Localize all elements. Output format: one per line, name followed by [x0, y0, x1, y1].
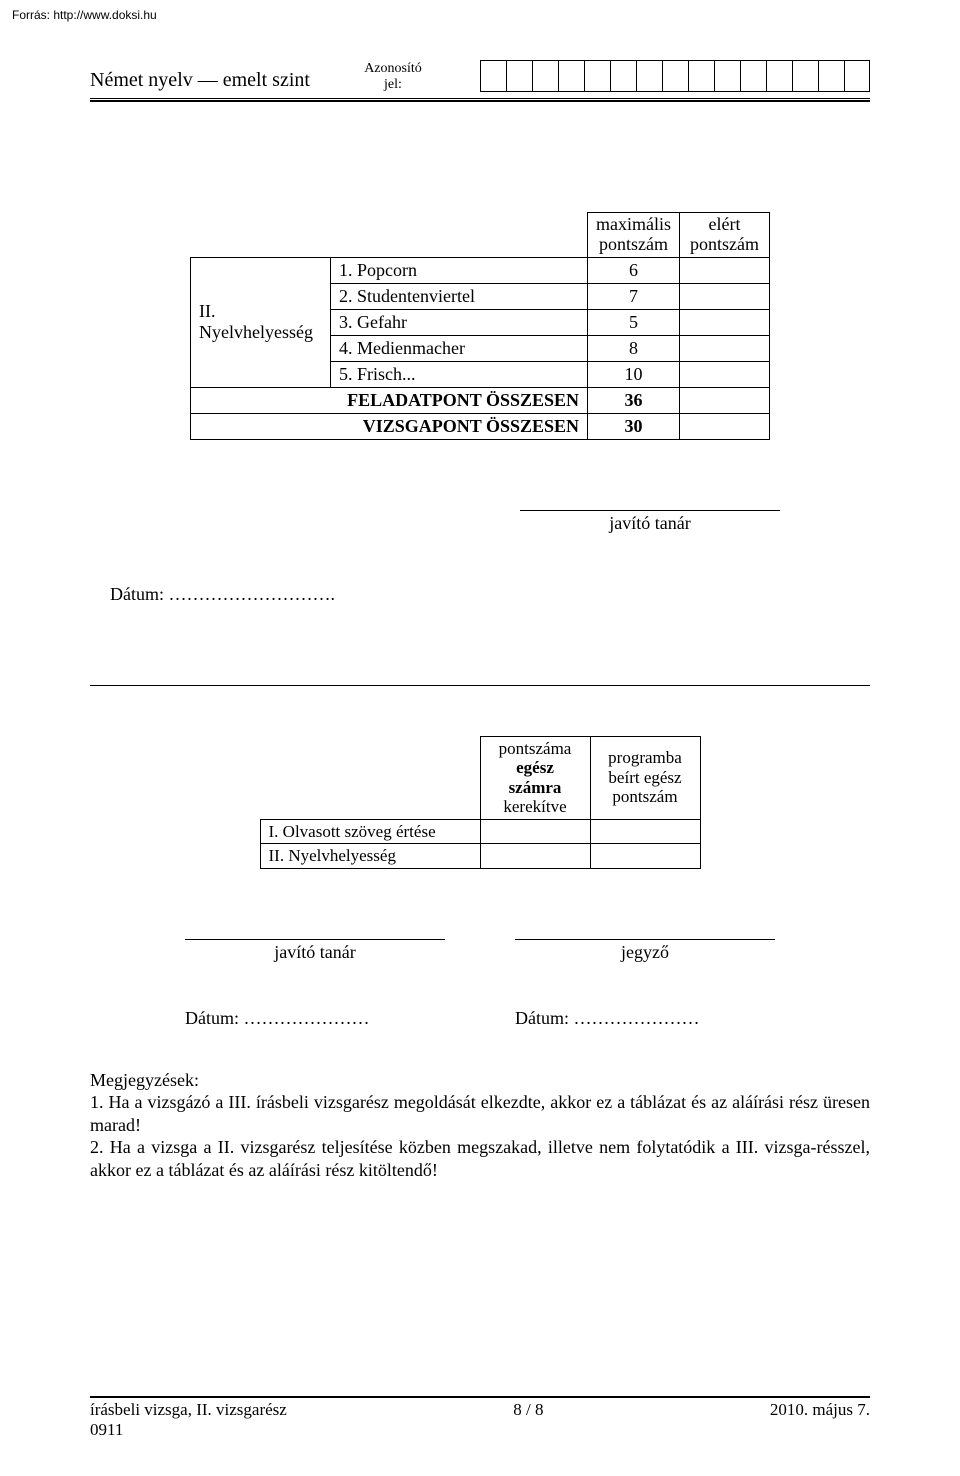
notes-line-2: 2. Ha a vizsga a II. vizsgarész teljesít… [90, 1136, 870, 1181]
task-label: 4. Medienmacher [331, 335, 588, 361]
mini-table: pontszáma egész számra kerekítve program… [260, 736, 701, 869]
task-label: 3. Gefahr [331, 309, 588, 335]
mini-row1-val1 [480, 819, 590, 844]
date-dots: ……………………… [169, 584, 331, 604]
footer-center: 8 / 8 [287, 1400, 770, 1440]
head-got-l1: elért [709, 214, 741, 234]
task-max: 6 [588, 257, 680, 283]
score-table: maximális pontszám elért pontszám II. Ny… [190, 212, 770, 440]
id-box [714, 60, 740, 92]
mini-c2-l3: pontszám [612, 787, 677, 806]
page-header: Német nyelv — emelt szint Azonosító jel: [90, 60, 870, 96]
task-got [680, 283, 770, 309]
mini-c2-l1: programba [608, 748, 682, 767]
task-label: 5. Frisch... [331, 361, 588, 387]
task-got [680, 257, 770, 283]
corrector-signature-line-2: javító tanár [185, 939, 445, 963]
mini-c1-l1: pontszáma [499, 739, 572, 758]
id-box [558, 60, 584, 92]
mini-row2-label: II. Nyelvhelyesség [260, 844, 480, 869]
task-label: 1. Popcorn [331, 257, 588, 283]
total2-label: VIZSGAPONT ÖSSZESEN [191, 413, 588, 439]
footer-left-l1: írásbeli vizsga, II. vizsgarész [90, 1400, 287, 1419]
total1-got [680, 387, 770, 413]
mini-c1-l4: kerekítve [503, 797, 566, 816]
id-box [506, 60, 532, 92]
id-box [584, 60, 610, 92]
id-box [688, 60, 714, 92]
corrector-signature-line: javító tanár [520, 510, 780, 534]
id-label-line1: Azonosító [364, 61, 422, 76]
mini-row1-label: I. Olvasott szöveg értése [260, 819, 480, 844]
date-row-2: Dátum: ………………… Dátum: ………………… [90, 1008, 870, 1029]
page-content: Német nyelv — emelt szint Azonosító jel:… [0, 0, 960, 1181]
head-max-l2: pontszám [599, 234, 668, 254]
head-max-l1: maximális [596, 214, 671, 234]
header-rule [90, 98, 870, 102]
id-box [766, 60, 792, 92]
id-box [662, 60, 688, 92]
mini-head-col1: pontszáma egész számra kerekítve [480, 736, 590, 819]
source-url: Forrás: http://www.doksi.hu [12, 8, 157, 22]
mini-row1-val2 [590, 819, 700, 844]
head-got-l2: pontszám [690, 234, 759, 254]
task-label: 2. Studentenviertel [331, 283, 588, 309]
id-box [480, 60, 506, 92]
notes-title: Megjegyzések: [90, 1069, 870, 1092]
score-head-got: elért pontszám [680, 213, 770, 258]
notes-line-1: 1. Ha a vizsgázó a III. írásbeli vizsgar… [90, 1091, 870, 1136]
date-line-1: Dátum: ………………………. [110, 584, 870, 605]
total1-value: 36 [588, 387, 680, 413]
task-max: 8 [588, 335, 680, 361]
id-box [636, 60, 662, 92]
footer-rule [90, 1396, 870, 1398]
mini-c1-l2: egész [516, 758, 554, 777]
mini-c2-l2: beírt egész [608, 768, 681, 787]
registrar-signature-line: jegyző [515, 939, 775, 963]
date-label: Dátum: [110, 584, 169, 604]
task-got [680, 335, 770, 361]
footer-left-l2: 0911 [90, 1420, 123, 1439]
score-head-max: maximális pontszám [588, 213, 680, 258]
mini-row2-val1 [480, 844, 590, 869]
task-got [680, 309, 770, 335]
mini-row2-val2 [590, 844, 700, 869]
page-footer: írásbeli vizsga, II. vizsgarész 0911 8 /… [90, 1396, 870, 1440]
id-box [740, 60, 766, 92]
id-box [610, 60, 636, 92]
id-box [818, 60, 844, 92]
task-max: 7 [588, 283, 680, 309]
date-2a: Dátum: ………………… [185, 1008, 445, 1029]
task-max: 5 [588, 309, 680, 335]
total2-got [680, 413, 770, 439]
date-2b: Dátum: ………………… [515, 1008, 775, 1029]
task-max: 10 [588, 361, 680, 387]
section-label: II. Nyelvhelyesség [191, 257, 331, 387]
signature-row-2: javító tanár jegyző [90, 939, 870, 963]
mini-c1-l3: számra [509, 778, 562, 797]
id-box [792, 60, 818, 92]
header-subject: Német nyelv — emelt szint [90, 69, 310, 92]
section-divider [90, 685, 870, 686]
task-got [680, 361, 770, 387]
id-box [844, 60, 870, 92]
date-period: . [331, 584, 336, 604]
footer-left: írásbeli vizsga, II. vizsgarész 0911 [90, 1400, 287, 1440]
mini-head-col2: programba beírt egész pontszám [590, 736, 700, 819]
id-boxes [480, 60, 870, 92]
footer-right: 2010. május 7. [770, 1400, 870, 1440]
total1-label: FELADATPONT ÖSSZESEN [191, 387, 588, 413]
header-id-label: Azonosító jel: [364, 61, 422, 92]
id-box [532, 60, 558, 92]
id-label-line2: jel: [384, 77, 402, 92]
notes-block: Megjegyzések: 1. Ha a vizsgázó a III. ír… [90, 1069, 870, 1182]
total2-value: 30 [588, 413, 680, 439]
